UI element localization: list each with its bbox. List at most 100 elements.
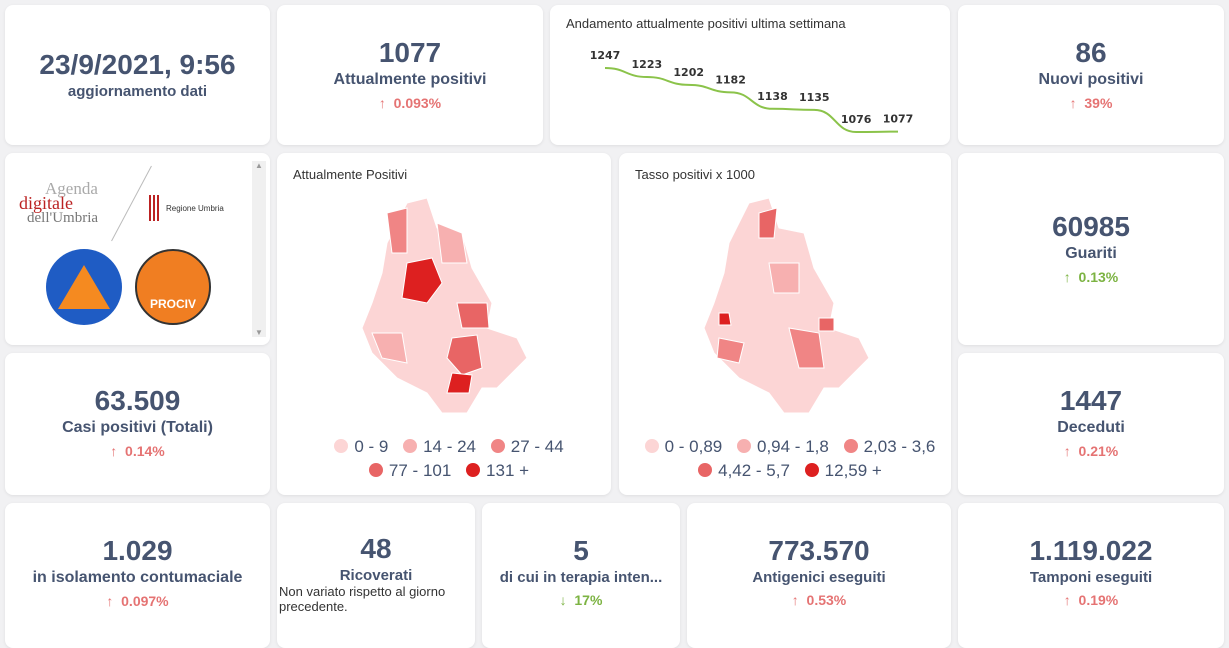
kpi-label: Nuovi positivi [1038, 71, 1144, 88]
protezione-civile-logo [46, 249, 122, 325]
data-label: 1202 [673, 66, 704, 79]
legend-item: 12,59 + [795, 461, 882, 480]
casi-totali-card: 63.509 Casi positivi (Totali) ↑ 0.14% [5, 353, 270, 495]
kpi-change: ↓ 17% [482, 592, 680, 608]
legend-label: 2,03 - 3,6 [863, 437, 936, 456]
legend-label: 14 - 24 [423, 437, 477, 456]
arrow-up-icon: ↑ [378, 95, 386, 111]
trend-chart-card: Andamento attualmente positivi ultima se… [550, 5, 950, 145]
legend-label: 77 - 101 [388, 461, 452, 480]
legend-item: 77 - 101 [359, 461, 451, 480]
divider-line [111, 165, 152, 242]
kpi-pct: 0.13% [1078, 269, 1119, 285]
map-title: Tasso positivi x 1000 [635, 167, 755, 182]
isolamento-card: 1.029 in isolamento contumaciale ↑ 0.097… [5, 503, 270, 648]
kpi-label: in isolamento contumaciale [32, 569, 243, 586]
kpi-change: ↑ 0.093% [277, 95, 543, 111]
kpi-change: ↑ 0.19% [958, 592, 1224, 608]
tamponi-card: 1.119.022 Tamponi eseguiti ↑ 0.19% [958, 503, 1224, 648]
kpi-label: Tamponi eseguiti [1029, 569, 1153, 586]
antigenici-card: 773.570 Antigenici eseguiti ↑ 0.53% [687, 503, 951, 648]
arrow-up-icon: ↑ [1069, 95, 1077, 111]
scroll-up-icon[interactable]: ▲ [255, 161, 263, 170]
guariti-card: 60985 Guariti ↑ 0.13% [958, 153, 1224, 345]
map-attualmente-positivi-card: Attualmente Positivi 0 - 9 14 - 24 27 - … [277, 153, 611, 495]
legend-label: 27 - 44 [510, 437, 564, 456]
legend-item: 4,42 - 5,7 [688, 461, 790, 480]
kpi-pct: 0.21% [1078, 443, 1119, 459]
umbria-map[interactable] [277, 153, 611, 495]
kpi-change: ↑ 0.14% [5, 443, 270, 459]
kpi-pct: 0.53% [806, 592, 847, 608]
kpi-value: 1.029 [102, 535, 173, 566]
kpi-label: Guariti [1065, 245, 1117, 262]
legend-item: 0 - 0,89 [635, 437, 723, 456]
kpi-pct: 0.093% [393, 95, 442, 111]
arrow-up-icon: ↑ [791, 592, 799, 608]
kpi-value: 1077 [378, 37, 442, 68]
legend-item: 27 - 44 [481, 437, 564, 456]
attualmente-positivi-card: 1077 Attualmente positivi ↑ 0.093% [277, 5, 543, 145]
legend-item: 14 - 24 [393, 437, 476, 456]
kpi-value: 86 [1075, 37, 1107, 68]
map-legend: 0 - 0,89 0,94 - 1,8 2,03 - 3,6 4,42 - 5,… [619, 435, 951, 483]
kpi-label: Attualmente positivi [333, 71, 487, 88]
scroll-down-icon[interactable]: ▼ [255, 328, 263, 337]
kpi-label: Antigenici eseguiti [752, 569, 886, 586]
trend-line [604, 67, 899, 134]
terapia-intensiva-card: 5 di cui in terapia inten... ↓ 17% [482, 503, 680, 648]
kpi-pct: 0.14% [125, 443, 165, 459]
data-label: 1247 [590, 49, 621, 62]
legend-item: 2,03 - 3,6 [834, 437, 936, 456]
kpi-pct: 0.097% [121, 593, 169, 609]
trend-chart: 1247 1223 1202 1182 1138 1135 1076 1077 [590, 49, 914, 134]
legend-label: 4,42 - 5,7 [718, 461, 790, 480]
arrow-up-icon: ↑ [1063, 592, 1071, 608]
map-title: Attualmente Positivi [293, 167, 408, 182]
update-datetime: 23/9/2021, 9:56 [39, 49, 236, 80]
kpi-value: 48 [360, 533, 392, 564]
kpi-note: Non variato rispetto al giorno precedent… [279, 584, 446, 614]
ricoverati-card: 48 Ricoverati Non variato rispetto al gi… [277, 503, 475, 648]
data-label: 1077 [883, 113, 914, 126]
data-label: 1135 [799, 91, 830, 104]
legend-label: 12,59 + [824, 461, 882, 480]
kpi-value: 5 [573, 535, 589, 566]
legend-label: 131 + [486, 461, 530, 480]
umbria-map[interactable] [619, 153, 951, 495]
logos-scrollbar[interactable]: ▲ ▼ [252, 161, 266, 337]
legend-label: 0 - 0,89 [664, 437, 723, 456]
legend-item: 131 + [456, 461, 529, 480]
kpi-label: Casi positivi (Totali) [62, 419, 213, 436]
legend-item: 0 - 9 [324, 437, 388, 456]
kpi-change: ↑ 0.097% [5, 593, 270, 609]
update-card: 23/9/2021, 9:56 aggiornamento dati [5, 5, 270, 145]
kpi-change: ↑ 0.21% [958, 443, 1224, 459]
regione-umbria-logo: Regione Umbria [149, 195, 224, 221]
data-label: 1182 [715, 73, 746, 86]
legend-item: 0,94 - 1,8 [727, 437, 829, 456]
update-label: aggiornamento dati [67, 83, 208, 100]
legend-label: 0 - 9 [354, 437, 389, 456]
data-label: 1138 [757, 90, 788, 103]
arrow-up-icon: ↑ [1063, 443, 1071, 459]
kpi-value: 773.570 [768, 535, 870, 566]
kpi-value: 63.509 [94, 385, 181, 416]
kpi-pct: 17% [574, 592, 603, 608]
arrow-up-icon: ↑ [1063, 269, 1071, 285]
kpi-label: Deceduti [1057, 419, 1125, 436]
kpi-label: Ricoverati [339, 567, 413, 584]
agenda-digitale-logo: Agenda digitale dell'Umbria [19, 179, 99, 226]
map-tasso-positivi-card: Tasso positivi x 1000 0 - 0,89 0,94 - 1,… [619, 153, 951, 495]
kpi-change: ↑ 0.53% [687, 592, 951, 608]
nuovi-positivi-card: 86 Nuovi positivi ↑ 39% [958, 5, 1224, 145]
logos-card: Agenda digitale dell'Umbria Regione Umbr… [5, 153, 270, 345]
arrow-up-icon: ↑ [110, 443, 118, 459]
kpi-label: di cui in terapia inten... [499, 569, 663, 586]
kpi-value: 60985 [1052, 211, 1130, 242]
arrow-up-icon: ↑ [106, 593, 114, 609]
anci-prociv-logo: PROCIV [135, 249, 211, 325]
kpi-pct: 39% [1084, 95, 1113, 111]
data-label: 1076 [841, 113, 872, 126]
deceduti-card: 1447 Deceduti ↑ 0.21% [958, 353, 1224, 495]
